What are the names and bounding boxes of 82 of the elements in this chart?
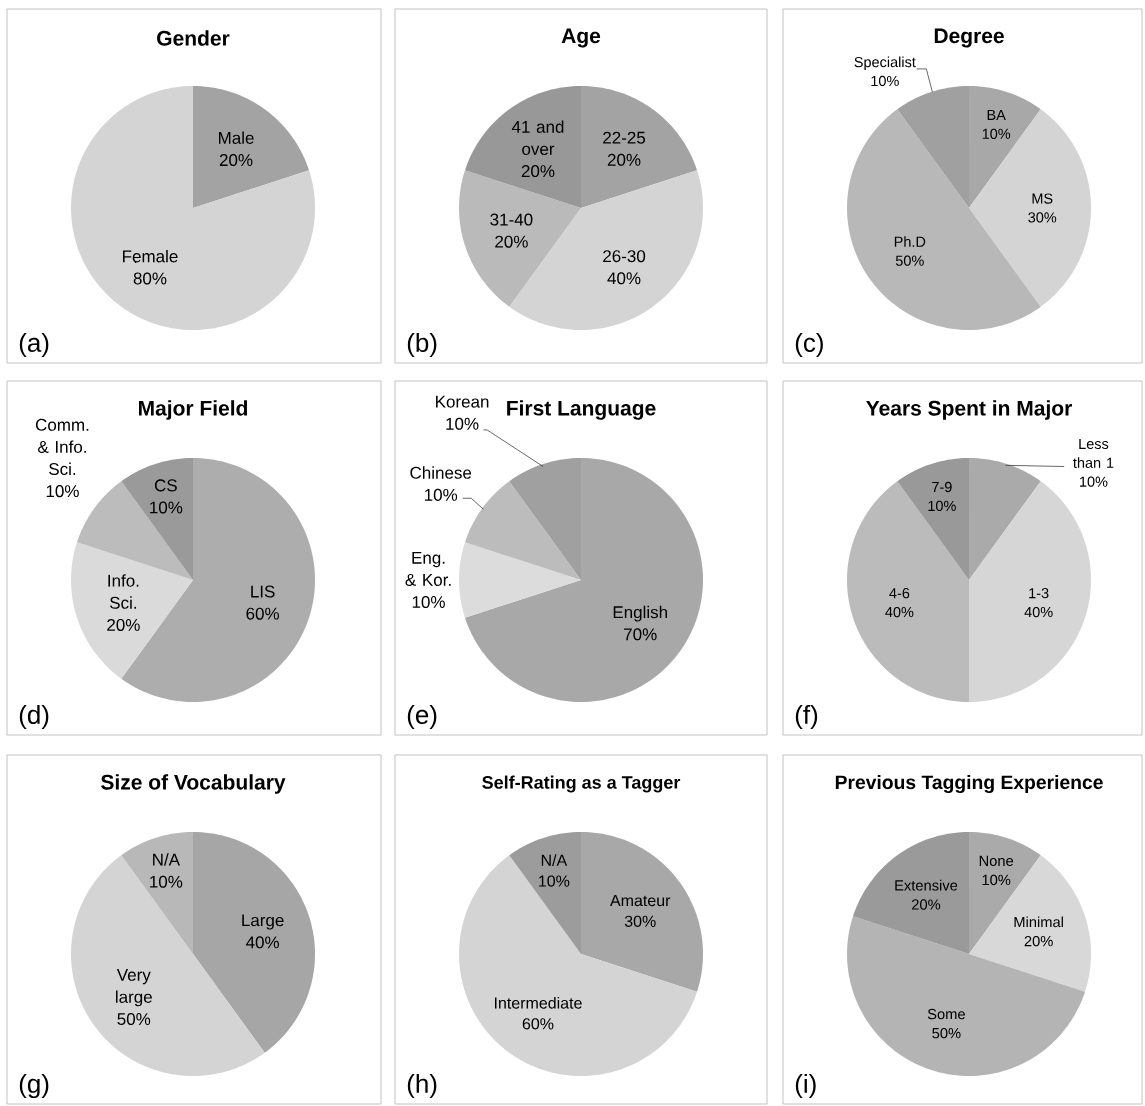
slice-label: None xyxy=(979,855,1014,867)
data-label: 50% xyxy=(895,255,924,266)
data-label: 60% xyxy=(522,1018,554,1030)
chart-title: Gender xyxy=(157,30,230,46)
chart-title: Self-Rating as a Tagger xyxy=(482,775,681,793)
slice-label: BA xyxy=(987,109,1006,120)
text: (f) xyxy=(795,704,818,730)
data-label: 20% xyxy=(1024,935,1053,947)
data-label: 30% xyxy=(624,915,656,927)
chart-title: Size of Vocabulary xyxy=(101,774,286,794)
data-label: 50% xyxy=(117,1013,151,1026)
slice-label: Info. Sci. xyxy=(108,574,139,609)
text: (h) xyxy=(407,1073,437,1099)
data-label: 10% xyxy=(982,128,1011,139)
slice-label: 31-40 xyxy=(490,213,533,226)
text: (i) xyxy=(795,1073,816,1099)
slice-label: Specialist xyxy=(854,56,916,71)
data-label: 10% xyxy=(412,595,445,609)
chart-title: First Language xyxy=(507,400,656,420)
data-label: 20% xyxy=(219,154,253,167)
slice-label: 22-25 xyxy=(603,131,646,144)
slice-label: Minimal xyxy=(1014,916,1063,928)
text: (c) xyxy=(795,332,823,358)
data-label: 10% xyxy=(425,488,458,501)
slice-label: Large xyxy=(242,914,284,930)
data-label: 10% xyxy=(150,875,183,888)
text: (b) xyxy=(407,332,437,358)
data-label: 40% xyxy=(1024,606,1053,618)
slice-label: Ph.D xyxy=(894,236,926,247)
data-label: 10% xyxy=(46,485,79,498)
slice-label: LIS xyxy=(251,585,275,598)
slice-label: Chinese xyxy=(410,466,472,479)
slice-label: MS xyxy=(1032,193,1053,204)
chart-title: Major Field xyxy=(138,400,248,420)
text: (g) xyxy=(19,1073,49,1099)
chart-title: Years Spent in Major xyxy=(866,400,1072,420)
slice-label: Male xyxy=(219,131,254,144)
data-label: 10% xyxy=(150,501,183,514)
data-label: 20% xyxy=(521,165,555,178)
data-label: 20% xyxy=(107,618,140,631)
slice-label: Female xyxy=(123,249,178,263)
slice-label: N/A xyxy=(153,853,180,866)
data-label: 20% xyxy=(607,153,641,166)
data-label: 10% xyxy=(982,874,1011,886)
slice-label: 41 and over xyxy=(511,120,564,156)
slice-label: Very large xyxy=(116,968,152,1007)
slice-label: 7-9 xyxy=(932,481,952,493)
text: (d) xyxy=(19,704,49,730)
slice-label: Korean xyxy=(436,395,489,408)
data-label: 10% xyxy=(539,875,570,887)
data-label: 10% xyxy=(871,75,899,87)
slice-label: Extensive xyxy=(895,879,958,891)
data-label: 50% xyxy=(932,1027,961,1039)
data-label: 10% xyxy=(928,500,956,512)
slice-label: Eng. & Kor. xyxy=(405,551,451,586)
slice-label: 1-3 xyxy=(1029,588,1049,599)
slice-label: Comm. & Info. Sci. xyxy=(35,418,89,476)
chart-title: Age xyxy=(561,28,601,48)
data-label: 20% xyxy=(912,899,941,910)
data-label: 80% xyxy=(133,272,167,285)
slice-label: English xyxy=(613,605,667,622)
text: (e) xyxy=(407,704,437,730)
slice-label: Less than 1 xyxy=(1073,438,1114,468)
slice-label: Amateur xyxy=(610,894,671,907)
slice-label: 4-6 xyxy=(889,588,910,599)
data-label: 40% xyxy=(885,606,914,618)
chart-title: Previous Tagging Experience xyxy=(835,774,1103,794)
data-label: 70% xyxy=(624,628,657,641)
text: (a) xyxy=(19,332,49,358)
slice-label: Intermediate xyxy=(494,996,582,1009)
slice-label: N/A xyxy=(541,854,568,866)
chart-title: Degree xyxy=(934,28,1004,48)
data-label: 20% xyxy=(495,235,528,248)
data-label: 60% xyxy=(246,607,280,620)
slice-label: CS xyxy=(154,479,177,492)
data-label: 40% xyxy=(246,936,280,949)
data-label: 30% xyxy=(1028,212,1057,223)
data-label: 10% xyxy=(446,417,479,430)
slice-label: Some xyxy=(927,1008,965,1020)
data-label: 10% xyxy=(1080,476,1108,487)
data-label: 40% xyxy=(607,272,641,285)
slice-label: 26-30 xyxy=(603,250,646,263)
